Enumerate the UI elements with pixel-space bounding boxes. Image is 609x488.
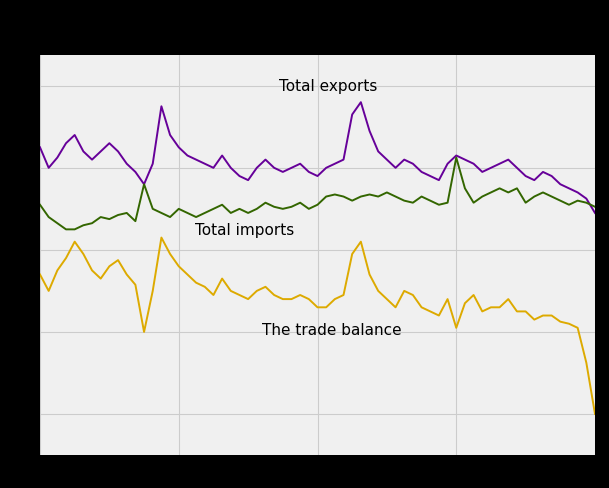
Text: The trade balance: The trade balance — [262, 323, 401, 338]
Text: Total imports: Total imports — [195, 223, 295, 238]
Text: Total exports: Total exports — [279, 79, 377, 94]
